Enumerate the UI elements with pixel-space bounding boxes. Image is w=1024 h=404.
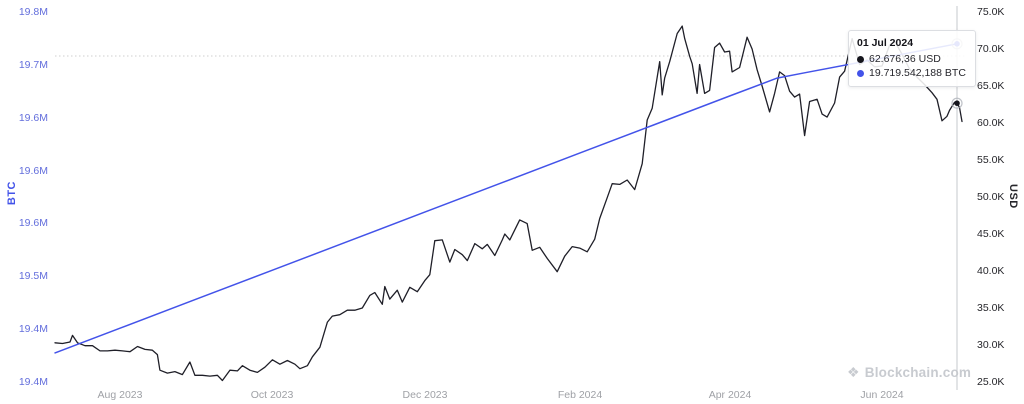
left-axis-tick-label: 19.7M xyxy=(18,59,48,71)
right-axis-tick-label: 55.0K xyxy=(977,154,1005,166)
left-axis-tick-label: 19.4M xyxy=(18,376,48,388)
right-axis-tick-label: 35.0K xyxy=(977,302,1005,314)
right-axis-tick-label: 40.0K xyxy=(977,265,1005,277)
right-axis-tick-label: 70.0K xyxy=(977,43,1005,55)
left-axis-tick-label: 19.5M xyxy=(18,270,48,282)
chart-tooltip: 01 Jul 2024 62.676,36 USD 19.719.542,188… xyxy=(848,30,976,87)
right-axis-tick-label: 60.0K xyxy=(977,117,1005,129)
btc-supply-line xyxy=(54,43,958,354)
watermark-text: Blockchain.com xyxy=(864,365,972,380)
btc-series-dot-icon xyxy=(857,69,864,77)
right-axis-tick-label: 30.0K xyxy=(977,339,1005,351)
left-axis-tick-label: 19.4M xyxy=(18,323,48,335)
x-axis-tick-label: Oct 2023 xyxy=(250,389,294,401)
right-axis-title: USD xyxy=(1007,184,1019,209)
blockchain-watermark: ❖ Blockchain.com xyxy=(847,364,971,381)
tooltip-btc-value: 19.719.542,188 BTC xyxy=(869,67,966,79)
left-axis-tick-label: 19.6M xyxy=(18,165,48,177)
tooltip-btc-row: 19.719.542,188 BTC xyxy=(857,67,966,79)
x-axis-tick-label: Feb 2024 xyxy=(557,389,603,401)
left-axis-tick-label: 19.6M xyxy=(18,112,48,124)
left-axis-tick-label: 19.6M xyxy=(18,217,48,229)
blockchain-logo-icon: ❖ xyxy=(847,364,860,380)
right-axis-tick-label: 25.0K xyxy=(977,376,1005,388)
tooltip-date: 01 Jul 2024 xyxy=(857,37,914,49)
left-axis-tick-label: 19.8M xyxy=(18,6,48,18)
tooltip-usd-value: 62.676,36 USD xyxy=(869,53,941,65)
x-axis-tick-label: Jun 2024 xyxy=(860,389,904,401)
x-axis-tick-label: Apr 2024 xyxy=(708,389,752,401)
x-axis-tick-label: Dec 2023 xyxy=(402,389,448,401)
right-axis-tick-label: 75.0K xyxy=(977,6,1005,18)
tooltip-usd-row: 62.676,36 USD xyxy=(857,53,966,65)
right-axis-tick-label: 45.0K xyxy=(977,228,1005,240)
left-axis-title: BTC xyxy=(6,181,18,206)
right-axis-tick-label: 65.0K xyxy=(977,80,1005,92)
usd-hover-marker-ring xyxy=(951,97,963,109)
usd-hover-marker xyxy=(954,100,960,106)
x-axis-tick-label: Aug 2023 xyxy=(97,389,143,401)
usd-price-line xyxy=(54,25,963,382)
right-axis-tick-label: 50.0K xyxy=(977,191,1005,203)
usd-series-dot-icon xyxy=(857,55,864,63)
